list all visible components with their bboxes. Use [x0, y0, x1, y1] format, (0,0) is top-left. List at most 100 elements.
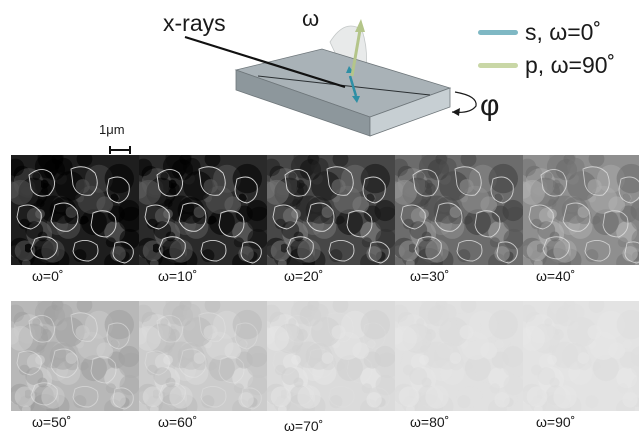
texture-spot: [204, 301, 221, 313]
xray-beam: [184, 35, 346, 89]
xray-image-tile: [267, 155, 395, 265]
texture-spot: [163, 355, 173, 365]
texture-spot: [374, 199, 395, 222]
texture-spot: [425, 385, 449, 409]
texture-spot: [398, 386, 420, 407]
domain-outline: [328, 386, 355, 408]
texture-spot: [160, 172, 169, 181]
dark-domain: [367, 193, 375, 203]
domain-outline: [496, 241, 518, 264]
omega-angle-label: ω=20˚: [284, 268, 324, 284]
texture-spot: [608, 196, 625, 213]
texture-spot: [616, 163, 639, 194]
texture-spot: [374, 345, 395, 368]
texture-spot: [119, 228, 139, 250]
dark-domain: [297, 325, 305, 335]
domain-outline: [584, 240, 611, 262]
xray-image-tile: [523, 155, 639, 265]
texture-spot: [73, 395, 87, 409]
texture-spot: [395, 179, 417, 205]
domain-outline: [326, 166, 354, 196]
domain-outline: [624, 241, 639, 264]
domain-outline: [72, 240, 99, 262]
texture-spot: [617, 383, 628, 394]
texture-spot: [224, 342, 241, 359]
domain-outline: [16, 350, 42, 376]
texture-spot: [213, 164, 241, 193]
texture-spot: [55, 317, 85, 347]
texture-spot: [73, 249, 87, 263]
texture-spot: [419, 209, 429, 219]
texture-spot: [76, 301, 93, 313]
texture-spot: [395, 325, 417, 351]
texture-spot: [297, 385, 321, 409]
domain-outline: [158, 236, 186, 260]
omega-angle-label: ω=90˚: [536, 414, 576, 430]
texture-spot: [213, 310, 241, 339]
texture-spot: [494, 339, 504, 349]
sample-schematic: [184, 19, 477, 137]
texture-spot: [585, 395, 599, 409]
texture-spot: [233, 237, 244, 248]
domain-outline: [106, 322, 130, 350]
texture-spot: [332, 155, 349, 167]
texture-spot: [366, 392, 382, 408]
texture-spot: [232, 309, 262, 340]
texture-spot: [193, 206, 206, 218]
texture-spot: [360, 163, 390, 194]
texture-spot: [588, 155, 605, 167]
dark-domain: [463, 215, 473, 225]
texture-spot: [537, 221, 556, 239]
domain-outline: [16, 204, 42, 230]
texture-spot: [592, 209, 619, 236]
domain-outline: [286, 236, 314, 260]
domain-outline: [284, 315, 311, 343]
dark-domain: [207, 215, 217, 225]
texture-spot: [630, 346, 639, 367]
texture-spot: [32, 172, 41, 181]
texture-spot: [297, 239, 321, 263]
scale-bar-label: 1μm: [99, 122, 125, 137]
texture-spot: [311, 157, 329, 176]
texture-spot: [55, 157, 73, 176]
texture-spot: [503, 374, 523, 396]
texture-spot: [352, 342, 369, 359]
texture-spot: [395, 158, 409, 177]
domain-outline: [368, 241, 390, 264]
domain-outline: [218, 356, 245, 384]
texture-spot: [246, 345, 267, 368]
texture-spot: [375, 228, 395, 250]
dark-domain: [111, 339, 119, 349]
domain-outline: [346, 210, 373, 238]
xray-image: [11, 301, 139, 411]
texture-spot: [361, 237, 372, 248]
domain-outline: [50, 348, 79, 378]
texture-spot: [469, 164, 497, 193]
dark-domain: [169, 325, 177, 335]
texture-spot: [288, 318, 297, 327]
domain-outline: [112, 241, 134, 264]
dark-domain: [207, 361, 217, 371]
texture-spot: [577, 352, 590, 364]
texture-spot: [587, 325, 602, 340]
texture-spot: [494, 392, 510, 408]
texture-spot: [409, 367, 428, 385]
domain-outline: [540, 169, 567, 197]
texture-spot: [119, 374, 139, 396]
sample-side-face: [369, 87, 451, 137]
texture-spot: [153, 367, 172, 385]
dark-domain: [281, 389, 289, 399]
texture-spot: [75, 325, 90, 340]
dark-domain: [41, 179, 49, 189]
dark-domain: [425, 179, 433, 189]
texture-spot: [523, 304, 537, 323]
texture-spot: [65, 352, 78, 364]
texture-spot: [425, 239, 449, 263]
texture-spot: [163, 209, 173, 219]
texture-spot: [183, 303, 201, 322]
texture-spot: [139, 325, 161, 351]
domain-outline: [490, 322, 514, 350]
texture-spot: [208, 355, 235, 382]
dark-domain: [495, 339, 503, 349]
s-polarization-arrow: [348, 75, 358, 97]
